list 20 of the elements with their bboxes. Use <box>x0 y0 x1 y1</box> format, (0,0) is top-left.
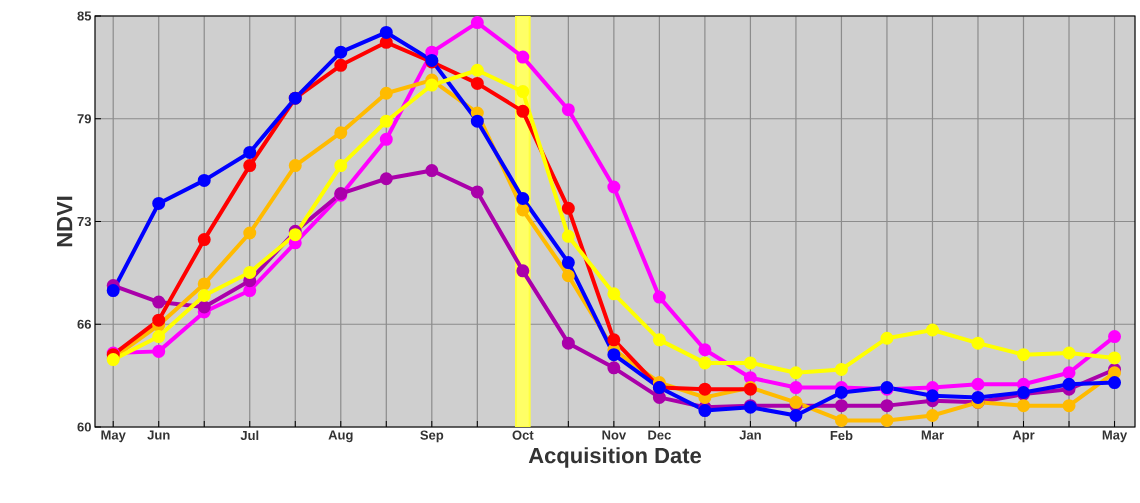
x-tick-label: Sep <box>420 430 444 443</box>
x-tick-label: Feb <box>830 430 853 441</box>
x-tick-label: Oct <box>512 430 534 440</box>
x-tick-label: May <box>1102 430 1128 443</box>
x-tick-label: Jan <box>739 430 761 440</box>
y-axis-title: NDVI <box>57 196 73 247</box>
x-tick-label: Nov <box>602 430 627 440</box>
y-tick-label: 73 <box>77 216 92 227</box>
x-axis-title: Acquisition Date <box>528 447 702 468</box>
x-tick-label: Apr <box>1012 430 1035 443</box>
x-tick-label: Jul <box>240 430 259 441</box>
y-tick-label: 79 <box>77 114 91 124</box>
x-tick-label: May <box>101 430 126 443</box>
x-tick-label: Mar <box>921 430 944 440</box>
x-tick-label: Aug <box>328 430 353 443</box>
y-tick-label: 60 <box>77 422 91 432</box>
y-tick-label: 85 <box>77 11 92 21</box>
y-tick-label: 66 <box>77 319 92 329</box>
x-tick-label: Jun <box>147 430 170 440</box>
x-tick-label: Dec <box>648 430 671 440</box>
